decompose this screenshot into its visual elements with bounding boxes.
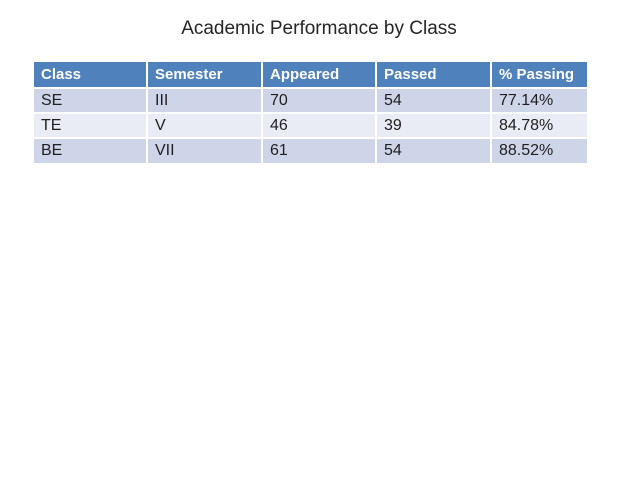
cell-class: BE [34, 139, 148, 163]
cell-passed: 54 [377, 139, 492, 163]
table-header-row: Class Semester Appeared Passed % Passing [34, 62, 587, 89]
column-header-class: Class [34, 62, 148, 89]
cell-pct-passing: 88.52% [492, 139, 587, 163]
column-header-passed: Passed [377, 62, 492, 89]
cell-passed: 54 [377, 89, 492, 114]
column-header-appeared: Appeared [263, 62, 377, 89]
column-header-pct-passing: % Passing [492, 62, 587, 89]
page-title: Academic Performance by Class [181, 18, 457, 39]
cell-passed: 39 [377, 114, 492, 139]
table-row: TE V 46 39 84.78% [34, 114, 587, 139]
cell-appeared: 70 [263, 89, 377, 114]
cell-class: SE [34, 89, 148, 114]
cell-appeared: 61 [263, 139, 377, 163]
cell-class: TE [34, 114, 148, 139]
cell-pct-passing: 84.78% [492, 114, 587, 139]
performance-table: Class Semester Appeared Passed % Passing… [34, 62, 587, 163]
table-header: Class Semester Appeared Passed % Passing [34, 62, 587, 89]
column-header-semester: Semester [148, 62, 263, 89]
cell-appeared: 46 [263, 114, 377, 139]
cell-pct-passing: 77.14% [492, 89, 587, 114]
table-row: BE VII 61 54 88.52% [34, 139, 587, 163]
cell-semester: V [148, 114, 263, 139]
table-body: SE III 70 54 77.14% TE V 46 39 84.78% BE… [34, 89, 587, 163]
cell-semester: III [148, 89, 263, 114]
cell-semester: VII [148, 139, 263, 163]
table-row: SE III 70 54 77.14% [34, 89, 587, 114]
